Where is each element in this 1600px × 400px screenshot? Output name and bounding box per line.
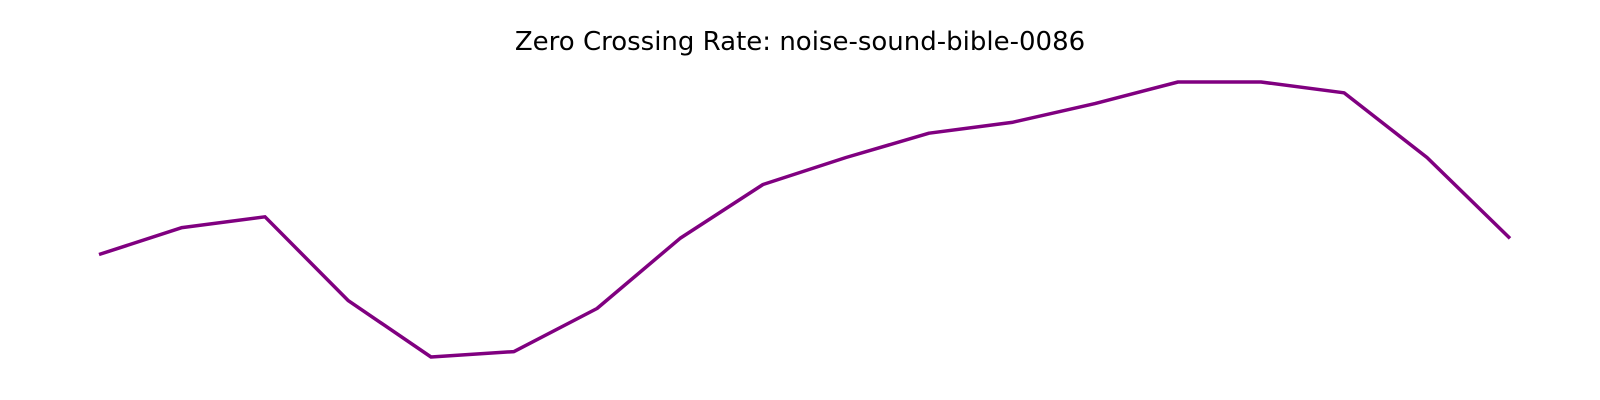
plot-area: [98, 80, 1512, 359]
chart-title: Zero Crossing Rate: noise-sound-bible-00…: [515, 27, 1085, 57]
series-line-0: [98, 80, 1512, 359]
